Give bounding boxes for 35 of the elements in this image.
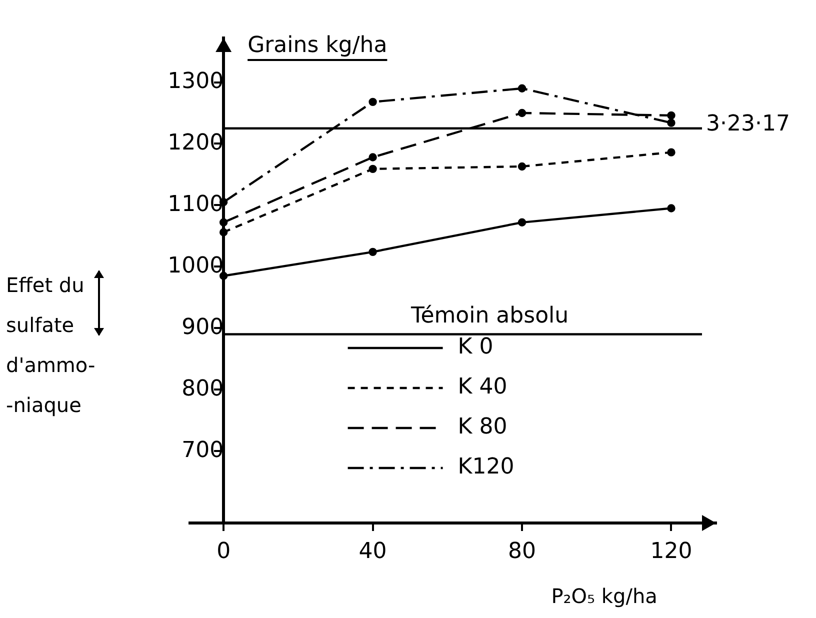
x-tick-label: 0 xyxy=(216,538,231,564)
y-tick-label: 700 xyxy=(182,438,224,463)
point xyxy=(518,108,526,118)
point xyxy=(518,162,526,171)
point xyxy=(219,228,228,236)
y-tick-label: 800 xyxy=(182,376,224,402)
point xyxy=(667,118,676,127)
point xyxy=(667,111,676,120)
point xyxy=(368,98,377,106)
point xyxy=(667,204,676,212)
x-tick-label: 80 xyxy=(508,538,536,564)
ref-line-label: Témoin absolu xyxy=(410,303,569,328)
y-tick-label: 1300 xyxy=(168,68,224,94)
legend-label: K120 xyxy=(458,454,514,480)
y-tick-label: 1200 xyxy=(168,130,224,156)
x-axis-title: P₂O₅ kg/ha xyxy=(551,584,658,608)
legend-label: K 80 xyxy=(458,414,508,440)
text: Effet du sulfate d'ammo- -niaque xyxy=(6,273,96,417)
y-axis-title: Grains kg/ha xyxy=(248,33,388,58)
y-tick-label: 1100 xyxy=(168,192,224,217)
point xyxy=(518,84,526,93)
point xyxy=(219,218,228,227)
x-tick-label: 40 xyxy=(358,538,387,564)
x-tick-label: 120 xyxy=(650,538,692,564)
y-tick-label: 900 xyxy=(182,314,224,340)
legend-label: K 0 xyxy=(458,334,494,360)
y-tick-label: 1000 xyxy=(168,253,224,278)
legend-label: K 40 xyxy=(458,374,508,400)
point xyxy=(518,218,526,227)
point xyxy=(219,272,228,280)
annotation: 3·23·17 xyxy=(706,111,790,136)
point xyxy=(368,153,377,162)
point xyxy=(368,164,377,174)
point xyxy=(667,148,676,156)
point xyxy=(368,248,377,256)
